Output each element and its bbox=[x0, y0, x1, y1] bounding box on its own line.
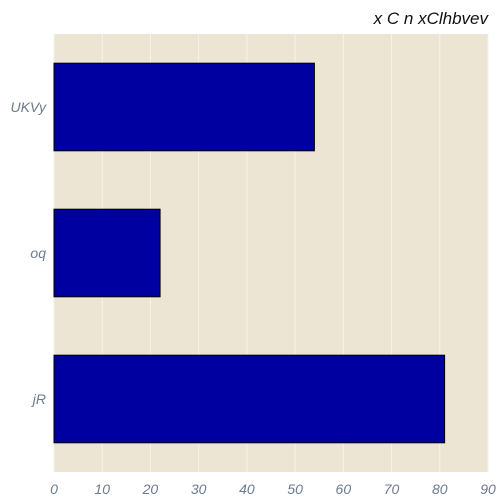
x-tick-label: 30 bbox=[191, 481, 207, 497]
x-tick-label: 20 bbox=[142, 481, 159, 497]
x-axis-ticks: 0 10 20 30 40 50 60 70 80 90 bbox=[50, 481, 496, 497]
bar-oq bbox=[53, 208, 161, 298]
x-tick-label: 60 bbox=[336, 481, 352, 497]
x-tick-label: 10 bbox=[94, 481, 110, 497]
bar-jR bbox=[53, 354, 446, 444]
bars bbox=[53, 62, 446, 444]
x-tick-label: 40 bbox=[239, 481, 255, 497]
x-tick-label: 80 bbox=[432, 481, 448, 497]
y-tick-label: oq bbox=[30, 245, 46, 261]
x-tick-label: 0 bbox=[50, 481, 58, 497]
y-tick-label: UKVy bbox=[10, 99, 47, 115]
x-tick-label: 90 bbox=[480, 481, 496, 497]
y-tick-label: jR bbox=[31, 391, 46, 407]
chart-title: x C n xClhbvev bbox=[373, 9, 490, 28]
x-tick-label: 70 bbox=[384, 481, 400, 497]
x-tick-label: 50 bbox=[287, 481, 303, 497]
bar-UKVy bbox=[53, 62, 315, 152]
y-axis-ticks: UKVy oq jR bbox=[10, 99, 47, 407]
